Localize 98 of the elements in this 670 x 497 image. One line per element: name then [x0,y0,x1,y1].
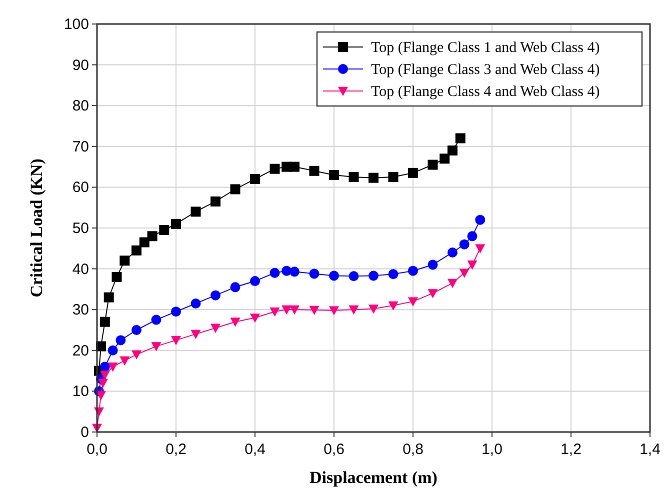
point [467,231,478,242]
point [120,356,130,366]
point [309,306,320,316]
point [329,270,339,281]
y-tick-label: 50 [72,220,89,237]
point [270,164,280,174]
point [459,239,470,250]
y-tick-label: 40 [72,260,89,278]
point [112,272,122,282]
y-tick-label: 70 [72,138,89,156]
point [159,225,170,236]
point [440,154,450,164]
y-tick-label: 90 [72,56,89,74]
point [171,306,181,317]
point [428,160,438,170]
x-axis-title: Displacement (m) [310,468,438,487]
x-tick-label: 0,6 [324,441,344,458]
point [171,218,181,229]
point [250,276,260,286]
y-tick-label: 80 [72,98,89,115]
x-tick-label: 1,0 [482,441,502,458]
point [368,304,378,314]
point [467,260,478,270]
point [309,166,320,176]
point [309,268,320,279]
point [98,378,108,388]
point [171,336,181,346]
point [230,282,240,292]
point [448,247,458,258]
point [408,297,418,306]
point [100,316,110,327]
point [250,174,260,184]
point [190,206,201,217]
point [475,244,486,254]
point [108,362,118,372]
point [348,271,359,282]
y-axis-title: Critical Load (KN) [27,158,46,298]
point [448,278,458,288]
x-tick-label: 0,2 [166,441,186,458]
point [455,133,466,144]
point [348,172,359,182]
point [368,172,378,183]
point [388,301,398,311]
point [388,172,398,182]
point [250,314,260,323]
point [270,268,280,278]
legend-label: Top (Flange Class 3 and Web Class 4) [371,62,600,78]
point [448,145,458,156]
point [104,292,114,302]
point [290,266,300,277]
point [290,162,300,172]
point [230,318,240,327]
point [151,342,162,352]
x-tick-label: 1,2 [560,441,582,458]
y-tick-label: 10 [72,383,89,400]
point [368,270,378,281]
point [116,335,126,346]
point [348,305,359,315]
y-tick-label: 30 [72,302,89,319]
point [408,168,418,178]
legend-label: Top (Flange Class 4 and Web Class 4) [371,84,600,100]
point [210,196,220,206]
point [147,231,158,242]
y-tick-label: 100 [64,16,89,33]
y-tick-label: 20 [72,342,89,360]
point [132,245,142,256]
point [132,350,142,360]
x-tick-label: 1,4 [640,441,660,458]
legend-label: Top (Flange Class 1 and Web Class 4) [371,40,600,56]
x-tick-label: 0,4 [244,441,266,458]
y-tick-label: 0 [80,424,89,441]
point [475,214,486,225]
point [282,305,292,315]
point [270,307,280,317]
point [230,184,240,194]
point [428,260,438,270]
x-tick-label: 0,8 [402,441,424,458]
point [329,306,339,316]
point [290,305,300,315]
x-tick-label: 0,0 [86,441,108,458]
point [100,362,110,372]
point [428,289,438,298]
point [408,266,418,276]
y-tick-label: 60 [72,179,89,196]
point [108,345,118,356]
point [329,170,339,180]
point [210,324,220,333]
point [210,290,220,300]
point [151,314,162,325]
point [96,391,106,400]
point [132,325,142,335]
point [190,298,201,308]
point [459,268,470,278]
point [388,269,398,280]
point [139,237,150,248]
point [100,370,110,380]
point [120,256,130,266]
point [190,330,201,340]
